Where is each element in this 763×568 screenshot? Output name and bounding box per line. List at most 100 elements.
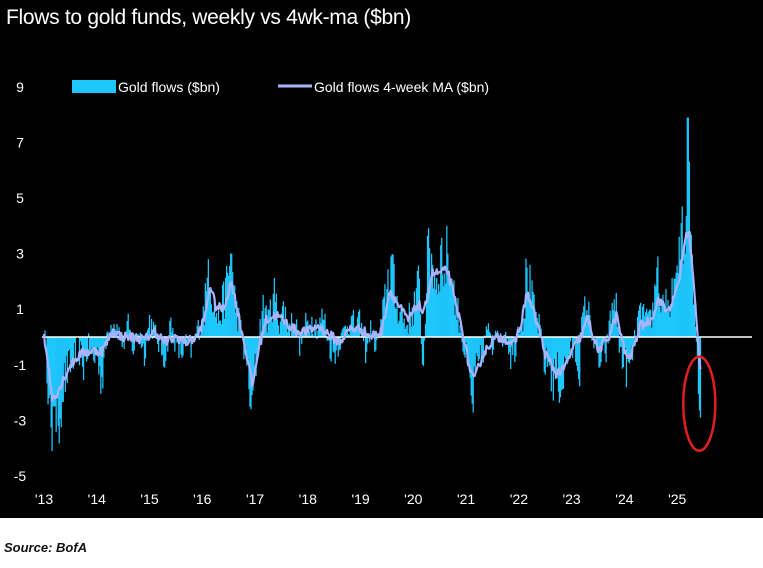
flow-bar <box>253 337 255 372</box>
flow-bar <box>421 337 424 365</box>
flow-bar <box>548 337 550 366</box>
flow-bar <box>661 302 663 337</box>
flow-bar <box>84 337 87 355</box>
flow-bar <box>291 330 294 337</box>
flow-bar <box>695 337 698 342</box>
flow-bar <box>604 337 606 354</box>
y-tick-label: 7 <box>16 135 24 151</box>
flow-bar <box>437 293 439 337</box>
flow-bar <box>345 333 347 337</box>
flow-bar <box>693 294 696 337</box>
flow-bar <box>401 311 403 337</box>
flow-bar <box>545 337 547 348</box>
flow-bar <box>349 329 352 337</box>
flow-bar <box>606 334 608 337</box>
flow-bar <box>343 326 345 337</box>
flow-bar <box>664 308 666 337</box>
flow-bar <box>237 331 239 337</box>
flow-bar <box>88 333 90 337</box>
flow-bar <box>514 337 516 362</box>
flow-bar <box>310 335 312 337</box>
flow-bar <box>215 313 218 337</box>
flow-bar <box>87 337 89 359</box>
flow-bar <box>586 310 588 337</box>
flow-bar <box>573 337 575 345</box>
flow-bar <box>523 318 525 337</box>
flow-bar <box>137 334 139 337</box>
flow-bar <box>49 337 51 395</box>
flow-bar <box>441 237 443 337</box>
flow-bar <box>143 337 146 367</box>
flow-bar <box>538 313 540 337</box>
flow-bar <box>676 265 678 337</box>
flow-bar <box>674 278 676 337</box>
flow-bar <box>44 330 46 337</box>
flow-bar <box>438 284 440 337</box>
flow-bar <box>255 337 257 377</box>
flow-bar <box>474 337 476 377</box>
flow-bar <box>475 337 477 353</box>
flow-bar <box>332 337 334 352</box>
flow-bar <box>301 337 303 344</box>
flow-bar <box>473 337 475 367</box>
flow-bar <box>492 337 495 350</box>
flow-bar <box>400 307 402 337</box>
flow-bar <box>230 253 232 337</box>
flow-bar <box>697 337 700 394</box>
flow-bar <box>169 320 171 337</box>
flow-bar <box>316 337 318 340</box>
flow-bar <box>413 291 415 337</box>
legend-swatch-bars <box>72 80 116 93</box>
flow-bar <box>209 289 212 337</box>
flow-bar <box>369 337 371 343</box>
flow-bar <box>595 337 597 340</box>
flow-bar <box>675 272 677 337</box>
flow-bar <box>427 228 430 337</box>
flow-bar <box>643 304 645 337</box>
flow-bar <box>211 312 214 337</box>
flow-bar <box>398 320 400 337</box>
flow-bar <box>527 298 529 337</box>
flow-bar <box>524 318 526 337</box>
flow-bar <box>158 337 160 352</box>
flow-bar <box>549 337 551 361</box>
flow-bar <box>464 337 466 358</box>
flow-bar <box>176 337 178 343</box>
flow-bar <box>133 337 135 351</box>
flow-bar <box>80 337 83 346</box>
flow-bar <box>459 325 461 337</box>
flow-bar <box>644 316 646 337</box>
flow-bar <box>605 337 607 363</box>
flow-bar <box>68 337 70 350</box>
flow-bar <box>565 337 568 361</box>
flow-bar <box>216 323 219 337</box>
flow-bar <box>171 332 173 337</box>
x-tick-label: '13 <box>35 491 53 507</box>
flow-bar <box>100 337 102 394</box>
flow-bar <box>182 337 184 356</box>
flow-bar <box>202 306 204 337</box>
flow-bar <box>247 337 249 360</box>
flow-bar <box>690 234 692 337</box>
flow-bar <box>430 253 433 337</box>
x-tick-label: '17 <box>246 491 264 507</box>
flow-bar <box>256 337 258 356</box>
flow-bar <box>436 278 438 337</box>
flow-bar <box>142 337 145 344</box>
flow-bar <box>508 337 510 355</box>
flow-bar <box>630 337 633 346</box>
flow-bar <box>486 329 489 337</box>
flow-bar <box>636 316 639 337</box>
flow-bar <box>213 296 216 337</box>
flow-bar <box>581 316 583 337</box>
legend-label-ma: Gold flows 4-week MA ($bn) <box>314 79 489 95</box>
flow-bar <box>677 273 679 337</box>
flow-bar <box>348 335 351 337</box>
flow-bar <box>82 337 85 381</box>
flow-bar <box>587 319 589 337</box>
flow-bar <box>579 337 581 387</box>
flow-bar <box>467 337 469 358</box>
flow-bar <box>407 333 409 337</box>
flow-bar <box>494 330 497 337</box>
flow-bar <box>397 323 399 337</box>
